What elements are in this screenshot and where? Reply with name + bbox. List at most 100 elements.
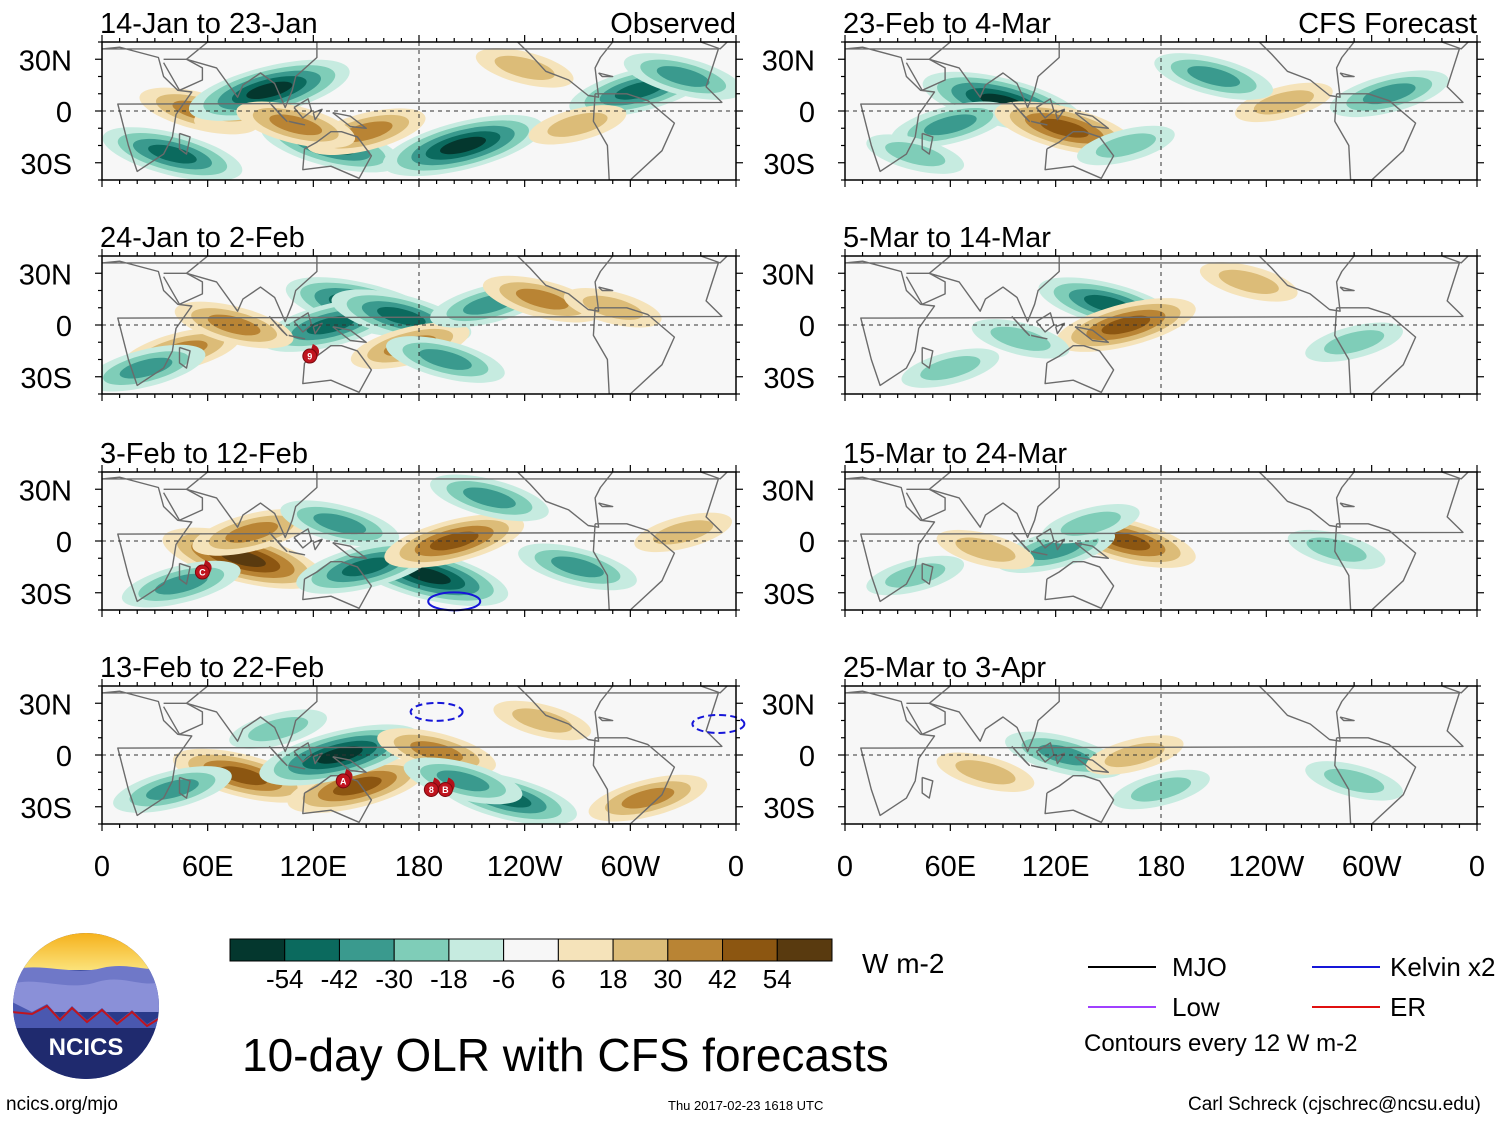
coastline [186,686,318,753]
olr-figure: 30N 0 30S 14-Jan to 23-Jan Observed 9 30N 0 30S 2… [19,8,1485,883]
y-tick-label: 0 [56,741,72,773]
anomaly-cell [207,314,261,336]
coastline [332,326,367,343]
panel-title: 14-Jan to 23-Jan [100,8,318,40]
coastline [592,93,676,180]
ncics-logo[interactable]: NCICS [12,932,160,1080]
coastline [700,42,728,50]
coastline [592,307,676,394]
panel-observed-3: C 30N 0 30S 3-Feb to 12-Feb [19,438,743,617]
anomaly-cell [377,306,426,326]
y-tick-label: 30N [762,689,815,721]
coastline [162,272,204,305]
coastline [288,550,306,556]
coastline [1441,256,1469,264]
kelvin-contour [409,701,464,722]
coastline [1339,716,1355,722]
coastline [312,538,323,551]
wave-legend: MJO Kelvin x2 Low ER Contours every 12 W… [1080,946,1510,1066]
y-tick-label: 0 [799,741,815,773]
coastline [102,46,723,173]
y-tick-label: 0 [56,527,72,559]
timestamp: Thu 2017-02-23 1618 UTC [668,1098,824,1113]
anomaly-cell [316,746,363,764]
y-tick-label: 0 [56,97,72,129]
coastline [162,58,204,91]
coastline [1030,550,1048,556]
coastline [921,776,934,799]
y-tick-label: 30S [20,149,72,181]
coastline [1055,752,1066,765]
y-tick-label: 30S [763,363,815,395]
coastline [700,472,728,480]
x-tick-label: 60E [925,851,977,883]
coastline [598,502,614,508]
coastline [1055,322,1066,335]
anomaly-cell [512,708,573,733]
legend-line-mjo [1088,966,1156,968]
y-tick-label: 30N [762,475,815,507]
anomaly-cell [218,766,268,786]
coastline [332,112,367,129]
coastline [186,256,318,323]
anomaly-cell [515,288,569,310]
coastline [905,702,946,735]
coastline [517,686,614,742]
coastline [332,542,367,559]
coastline [1055,108,1066,121]
y-tick-label: 30N [762,259,815,291]
coastline [1074,326,1109,343]
colorbar-tick-label: 42 [708,964,737,994]
forecast-label: CFS Forecast [1298,8,1477,40]
anomaly-cell [1324,768,1385,793]
coastline [102,690,723,817]
colorbar-tick-label: -18 [430,964,468,994]
x-tick-label: 60W [601,851,661,883]
y-tick-label: 30N [19,475,72,507]
site-link[interactable]: ncics.org/mjo [6,1094,118,1115]
anomaly-cell [154,573,208,595]
storm-marker: B [437,777,455,797]
anomaly-cell [440,136,486,155]
coastline [268,745,288,767]
coastline [1258,472,1355,528]
coastline [1441,42,1469,50]
panel-title: 23-Feb to 4-Mar [843,8,1051,40]
coastline [288,334,306,340]
storm-label: A [340,776,347,786]
coastline [102,476,723,603]
panel-observed-1: 30N 0 30S 14-Jan to 23-Jan Observed [19,8,743,187]
anomaly-cell [614,80,664,100]
coastline [1334,93,1417,180]
colorbar-swatch [448,938,505,962]
colorbar-swatch [612,938,669,962]
coastline [268,531,288,553]
colorbar-tick-label: -54 [266,964,304,994]
anomaly-cell [955,760,1016,785]
x-tick-label: 60E [182,851,234,883]
coastline [178,562,191,585]
coastline [1044,775,1115,823]
coastline [302,131,373,179]
legend-label-er: ER [1390,992,1427,1022]
coastline [1258,42,1355,98]
coastline [928,686,1060,753]
coastline [700,686,728,694]
legend-line-low [1088,1006,1156,1008]
anomaly-cell [1040,118,1089,138]
coastline [1044,561,1115,609]
x-tick-label: 0 [1469,851,1485,883]
anomaly-cell [1324,330,1385,355]
anomaly-cell [404,566,451,585]
coastline [1339,286,1355,292]
panel-forecast-2: 30N 0 30S 5-Mar to 14-Mar [762,222,1484,401]
coastline [905,488,946,521]
colorbar-swatch [393,938,450,962]
storm-label: 8 [429,785,434,795]
coastline [312,752,323,765]
storm-label: B [442,785,449,795]
observed-label: Observed [610,8,736,40]
y-tick-label: 30S [20,363,72,395]
coastline [1258,256,1355,312]
y-tick-label: 30N [19,45,72,77]
